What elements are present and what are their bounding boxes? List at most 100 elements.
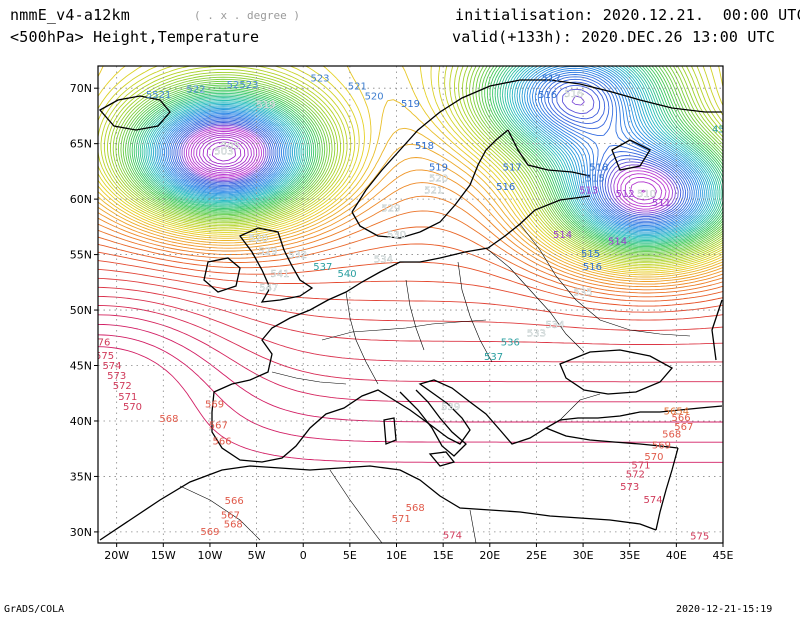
- x-tick-label: 5W: [248, 549, 266, 562]
- contour-label-573: 573: [107, 371, 126, 382]
- height-contour-537: [137, 66, 723, 245]
- contour-label-514: 514: [608, 237, 627, 248]
- height-contour-539: [133, 66, 723, 248]
- coastline-north-africa: [99, 465, 657, 541]
- height-contour-506: [202, 138, 246, 168]
- contour-label-572: 572: [626, 470, 645, 481]
- contour-label-512: 512: [616, 189, 635, 200]
- contour-label-574: 574: [443, 531, 462, 542]
- contour-label-518: 518: [589, 162, 608, 173]
- contour-label-574: 574: [102, 361, 121, 372]
- country-borders: [179, 223, 691, 543]
- contour-label-523: 523: [310, 74, 329, 85]
- contour-label-570: 570: [644, 452, 663, 463]
- x-tick-label: 30E: [573, 549, 594, 562]
- y-tick-label: 60N: [70, 193, 92, 206]
- contour-label-52523: 52523: [227, 80, 259, 91]
- height-contour-527: [156, 66, 705, 233]
- contour-label-534: 534: [374, 254, 393, 265]
- contour-label-567: 567: [674, 422, 693, 433]
- height-contour-520: [169, 74, 691, 224]
- coastline-black-sea: [559, 349, 674, 395]
- height-contours: [98, 66, 723, 463]
- height-contour-519: [171, 76, 689, 222]
- height-contour-576: [98, 323, 723, 423]
- coastline-sicily: [428, 451, 456, 467]
- contour-label-5654: 5654: [664, 406, 689, 417]
- x-tick-label: 5E: [343, 549, 357, 562]
- x-tick-label: 0: [300, 549, 307, 562]
- height-contour-572: [98, 286, 723, 345]
- contour-label-568: 568: [406, 503, 425, 514]
- contour-label-519: 519: [256, 100, 275, 111]
- x-tick-label: 10E: [386, 549, 407, 562]
- height-contour-545: [120, 66, 723, 255]
- contour-label-567: 567: [209, 421, 228, 432]
- height-contour-556: [98, 66, 723, 272]
- contour-label-530: 530: [387, 230, 406, 241]
- y-tick-label: 65N: [70, 138, 92, 151]
- contour-label-515: 515: [581, 249, 600, 260]
- contour-label-568: 568: [159, 414, 178, 425]
- y-tick-label: 35N: [70, 470, 92, 483]
- contour-label-5521: 5521: [146, 90, 171, 101]
- coastline-norway-south: [351, 211, 421, 239]
- contour-label-520: 520: [429, 173, 448, 184]
- contour-label-505: 505: [221, 141, 240, 152]
- contour-label-537: 537: [313, 262, 332, 273]
- height-contour-511: [188, 129, 667, 208]
- height-contour-512: [185, 127, 670, 210]
- height-contour-566: [98, 226, 723, 298]
- height-contour-536: [139, 66, 723, 244]
- contour-label-515: 515: [586, 173, 605, 184]
- contour-label-575: 575: [95, 351, 114, 362]
- contour-label-516: 516: [583, 262, 602, 273]
- contour-label-516: 516: [496, 182, 515, 193]
- x-tick-label: 20E: [479, 549, 500, 562]
- contour-label-573: 573: [620, 482, 639, 493]
- contour-label-517: 517: [542, 74, 561, 85]
- height-contour-507: [199, 136, 249, 170]
- coastline-anatolia: [545, 427, 679, 449]
- plot-frame: [97, 65, 724, 544]
- coastline-levant: [655, 447, 679, 531]
- contour-label-519: 519: [401, 99, 420, 110]
- height-contour-546: [117, 66, 723, 257]
- contour-label-511: 511: [652, 198, 671, 209]
- height-contour-573: [98, 295, 723, 363]
- height-contour-510: [190, 130, 663, 205]
- contour-label-521: 521: [424, 186, 443, 197]
- coastline-ireland: [203, 257, 241, 293]
- x-tick-label: 40E: [666, 549, 687, 562]
- contour-label-574: 574: [643, 495, 662, 506]
- contour-label-568: 568: [662, 430, 681, 441]
- y-tick-label: 55N: [70, 249, 92, 262]
- contour-label-516: 516: [564, 89, 583, 100]
- contour-label-568: 568: [224, 519, 243, 530]
- contour-label-518: 518: [415, 141, 434, 152]
- contour-label-539: 539: [441, 402, 460, 413]
- height-contour-524: [162, 66, 699, 229]
- contour-label-536: 536: [501, 338, 520, 349]
- longitude-axis: 20W 15W 10W 5W 0 5E 10E 15E 20E 25E 30E 35E 40E 45E: [104, 543, 734, 562]
- render-timestamp: 2020-12-21-15:19: [676, 604, 773, 615]
- x-tick-label: 15E: [433, 549, 454, 562]
- contour-label-534: 534: [546, 320, 565, 331]
- contour-label-510: 510: [637, 189, 656, 200]
- coastline-scandinavia: [351, 79, 722, 213]
- valid-time: valid(+133h): 2020.DEC.26 13:00 UTC: [452, 28, 776, 46]
- height-contour-544: [122, 66, 723, 254]
- contour-label-521: 521: [348, 81, 367, 92]
- x-tick-label: 10W: [198, 549, 223, 562]
- x-tick-label: 25E: [526, 549, 547, 562]
- contour-label-520: 520: [365, 91, 384, 102]
- y-tick-label: 45N: [70, 360, 92, 373]
- contour-label-513: 513: [579, 186, 598, 197]
- contour-label-503: 503: [214, 147, 233, 158]
- contour-label-514: 514: [553, 230, 572, 241]
- contour-label-529: 529: [381, 203, 400, 214]
- height-contour-564: [98, 195, 723, 291]
- height-contour-505: [206, 141, 242, 165]
- height-contour-518: [173, 78, 687, 221]
- contour-label-522: 522: [186, 85, 205, 96]
